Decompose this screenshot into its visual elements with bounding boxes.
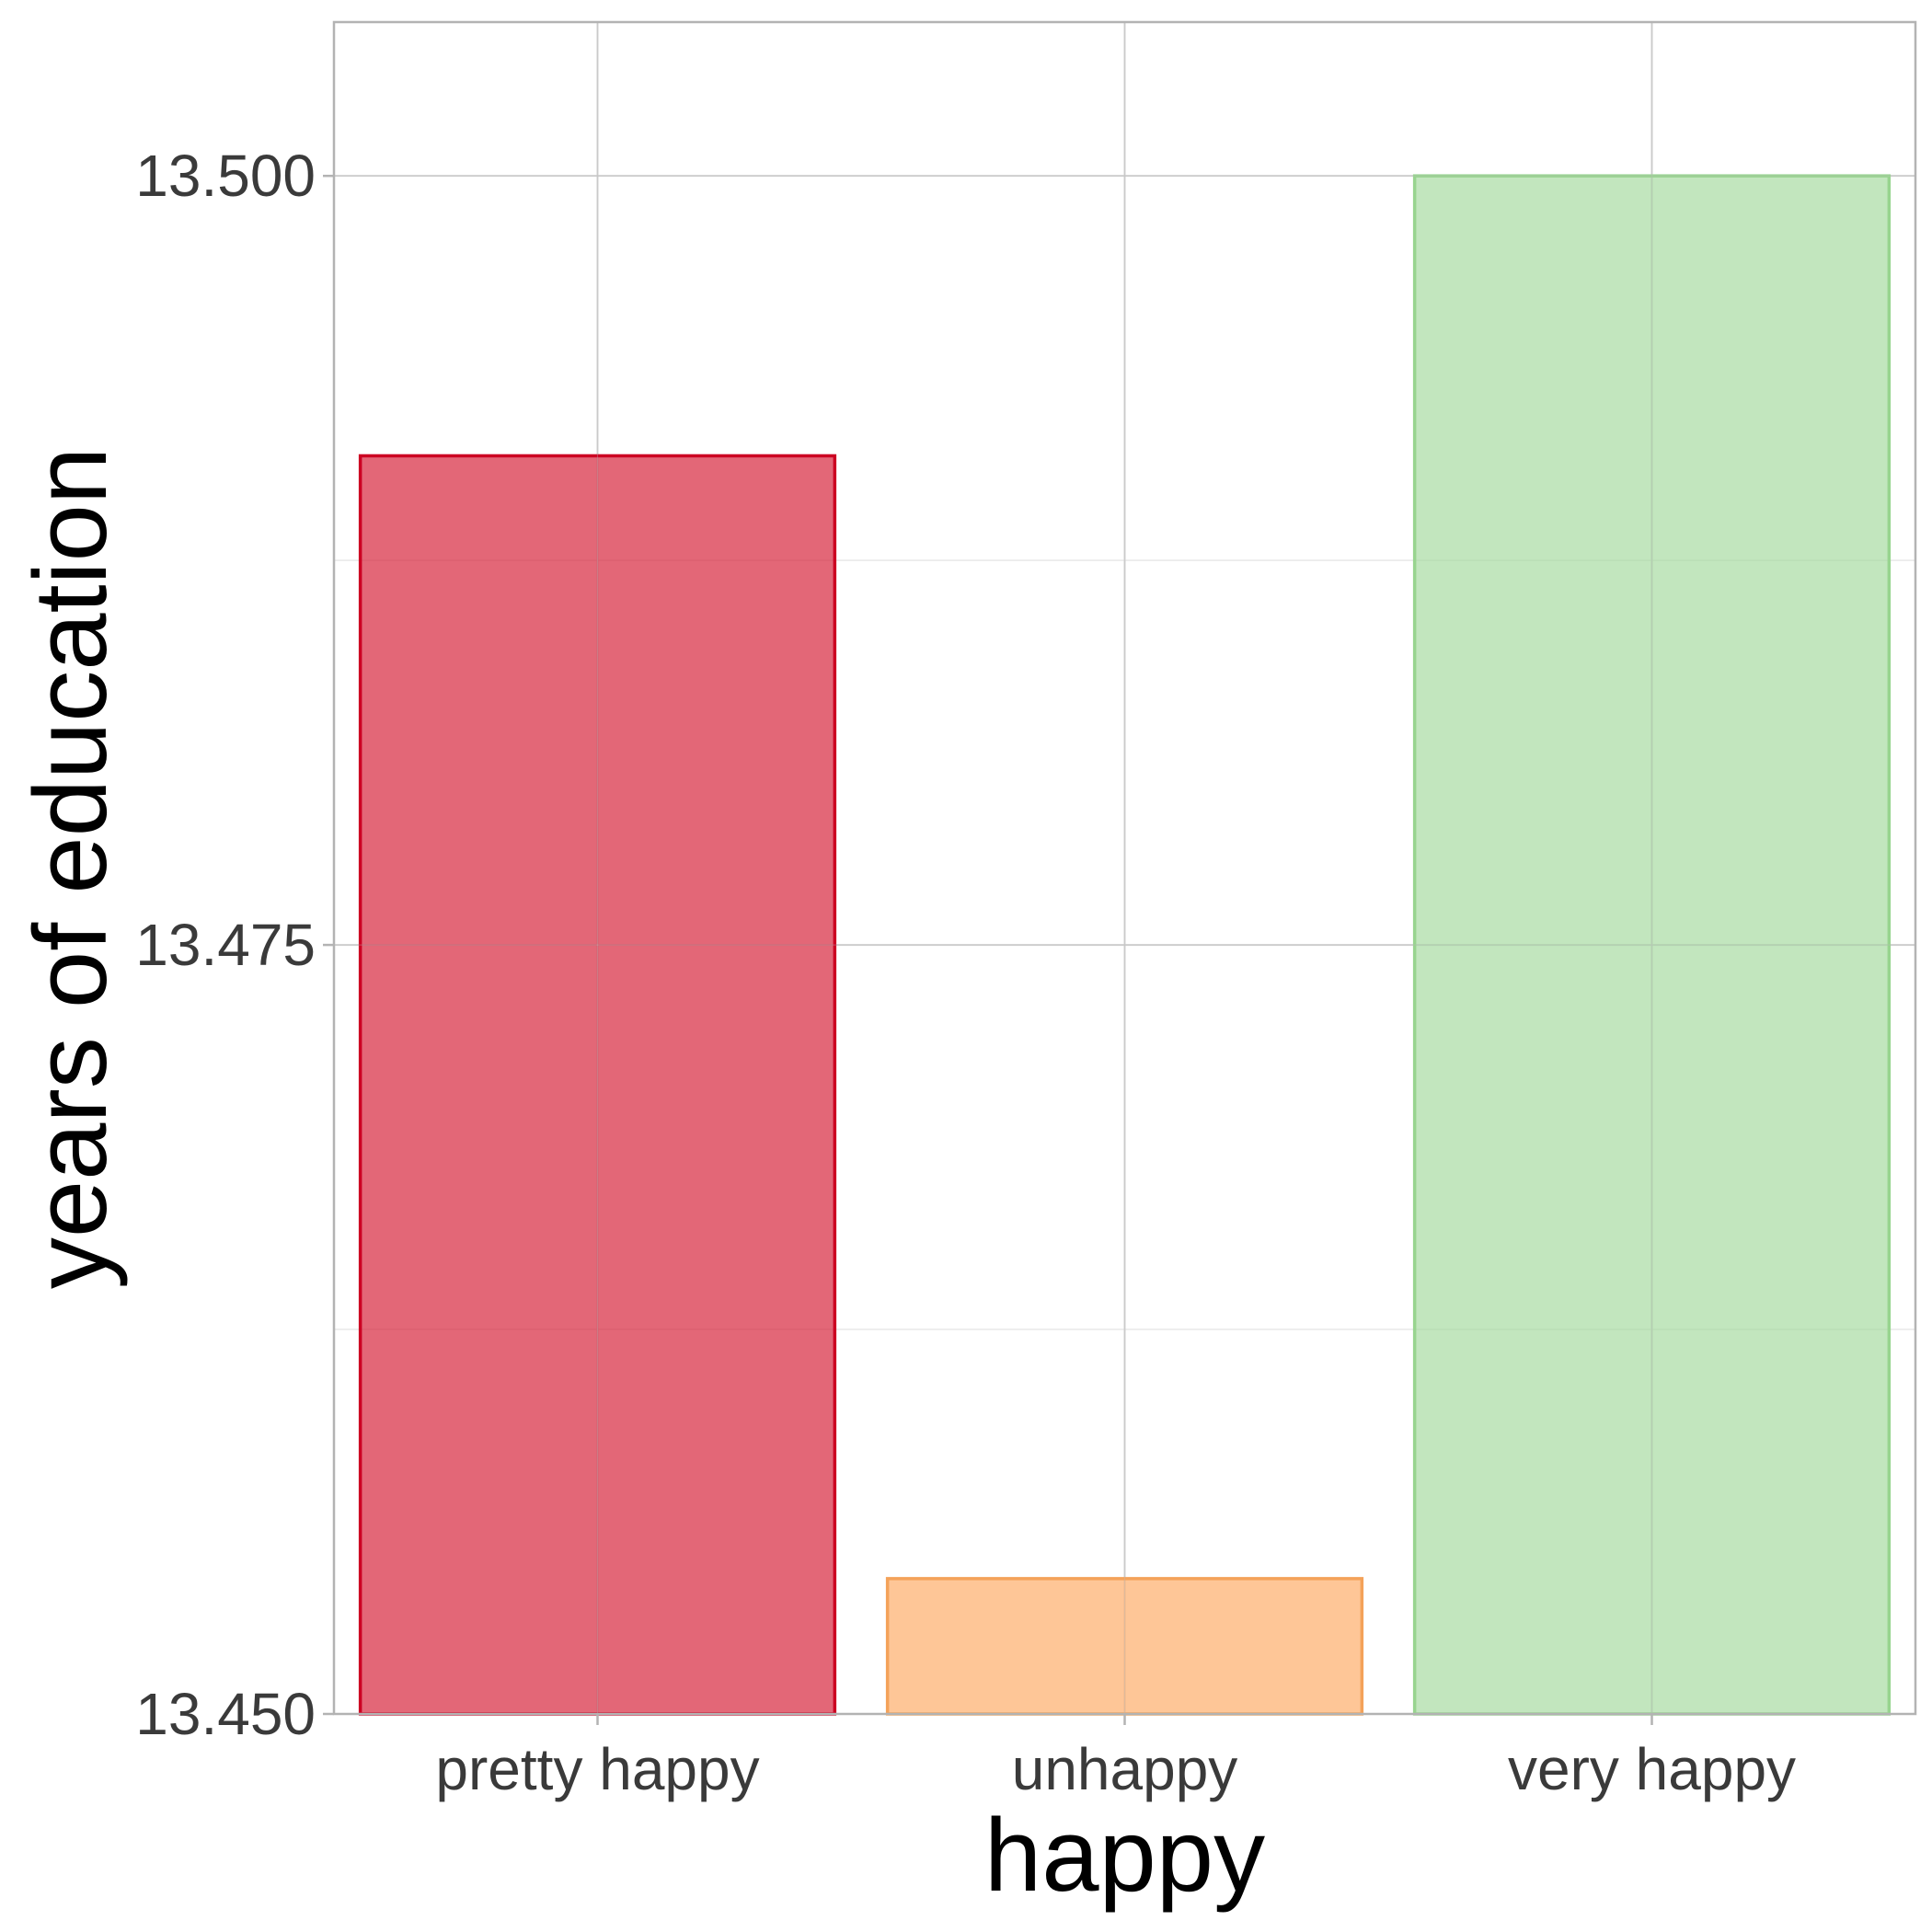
y-tick-label: 13.500 (135, 143, 316, 209)
y-tick-label: 13.450 (135, 1681, 316, 1747)
y-tick-label: 13.475 (135, 912, 316, 978)
axes: 13.450 13.475 13.500 pretty happy unhappy ver… (135, 143, 1796, 1802)
x-axis-title: happy (984, 1798, 1265, 1913)
bars (358, 174, 1892, 1716)
y-axis-title: years of education (13, 447, 128, 1289)
bar-unhappy (885, 1577, 1364, 1716)
bar-pretty-happy (358, 454, 837, 1716)
x-tick-label: unhappy (1012, 1736, 1238, 1802)
bar-very-happy (1412, 174, 1892, 1716)
x-tick-label: pretty happy (435, 1736, 759, 1802)
x-tick-label: very happy (1508, 1736, 1796, 1802)
